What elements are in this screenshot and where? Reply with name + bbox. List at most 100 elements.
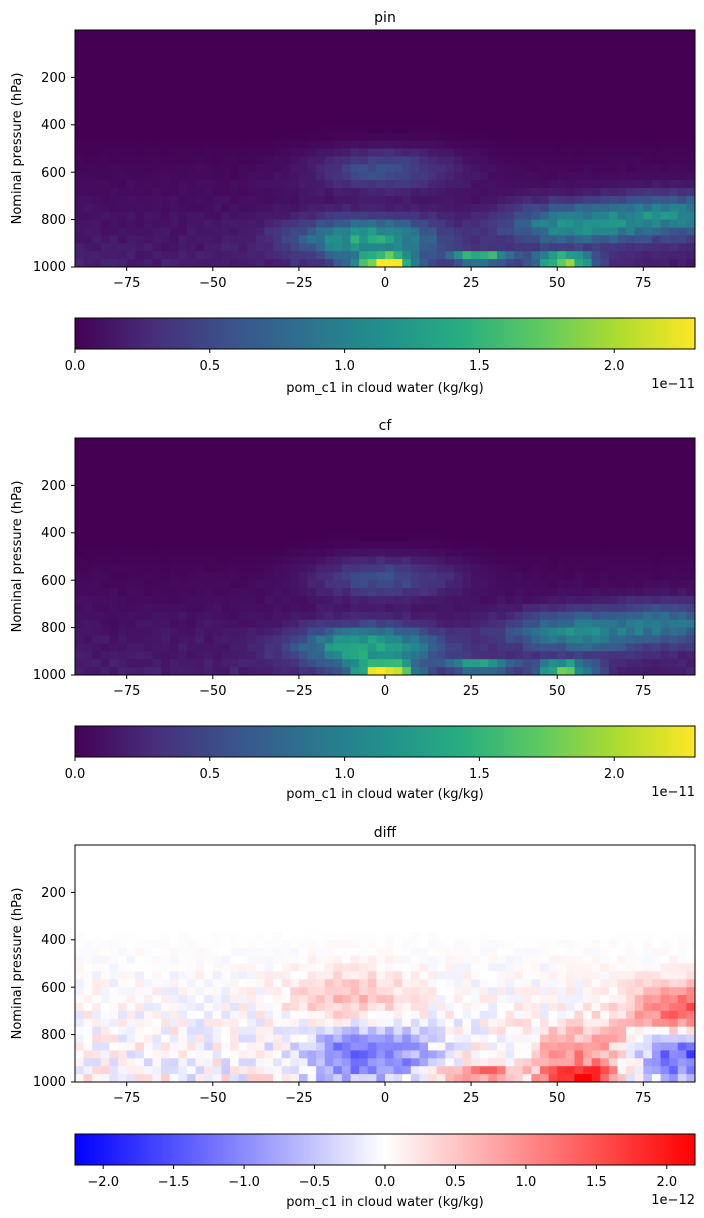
heatmap-cell xyxy=(316,556,326,565)
heatmap-cell xyxy=(221,860,231,870)
heatmap-cell xyxy=(83,501,93,510)
heatmap-cell xyxy=(143,85,153,94)
heatmap-cell xyxy=(247,203,257,213)
heatmap-cell xyxy=(135,77,145,86)
heatmap-cell xyxy=(152,493,162,502)
heatmap-cell xyxy=(195,667,205,676)
heatmap-cell xyxy=(410,852,420,862)
heatmap-cell xyxy=(238,603,248,613)
heatmap-cell xyxy=(496,884,507,893)
heatmap-cell xyxy=(350,235,360,244)
heatmap-cell xyxy=(341,438,352,447)
heatmap-cell xyxy=(221,845,231,854)
heatmap-cell xyxy=(264,30,274,39)
heatmap-cell xyxy=(359,532,369,542)
heatmap-cell xyxy=(204,453,214,463)
heatmap-cell xyxy=(445,61,455,70)
heatmap-cell xyxy=(100,195,110,205)
heatmap-cell xyxy=(100,37,110,47)
heatmap-cell xyxy=(522,116,532,126)
heatmap-cell xyxy=(316,635,326,644)
heatmap-cell xyxy=(273,211,283,221)
heatmap-cell xyxy=(341,868,352,878)
heatmap-cell xyxy=(385,93,395,102)
heatmap-cell xyxy=(221,251,231,260)
heatmap-cell xyxy=(273,156,283,165)
heatmap-cell xyxy=(565,195,575,205)
heatmap-cell xyxy=(126,172,136,181)
heatmap-cell xyxy=(393,461,403,471)
heatmap-cell xyxy=(617,469,627,478)
heatmap-cell xyxy=(419,852,429,862)
heatmap-cell xyxy=(367,852,377,862)
heatmap-cell xyxy=(410,572,420,581)
heatmap-cell xyxy=(195,172,205,181)
heatmap-cell xyxy=(143,564,153,573)
heatmap-cell xyxy=(385,101,395,110)
heatmap-cell xyxy=(178,509,188,518)
heatmap-cell xyxy=(686,580,696,589)
heatmap-cell xyxy=(574,132,584,142)
heatmap-cell xyxy=(488,501,498,510)
heatmap-cell xyxy=(677,438,687,447)
heatmap-cell xyxy=(419,643,429,652)
heatmap-cell xyxy=(608,580,618,589)
heatmap-cell xyxy=(186,485,197,494)
heatmap-cell xyxy=(479,259,489,268)
heatmap-cell xyxy=(660,884,670,893)
heatmap-cell xyxy=(608,493,618,502)
heatmap-cell xyxy=(324,892,334,901)
heatmap-cell xyxy=(230,667,240,676)
heatmap-cell xyxy=(574,860,584,870)
heatmap-cell xyxy=(410,30,420,39)
heatmap-cell xyxy=(548,195,558,205)
heatmap-cell xyxy=(324,493,334,502)
heatmap-cell xyxy=(255,85,265,94)
heatmap-cell xyxy=(178,572,188,581)
heatmap-cell xyxy=(307,45,317,55)
heatmap-cell xyxy=(118,116,128,126)
heatmap-cell xyxy=(169,651,179,660)
heatmap-cell xyxy=(436,892,446,901)
heatmap-cell xyxy=(453,243,463,252)
heatmap-cell xyxy=(634,69,644,78)
heatmap-cell xyxy=(617,580,627,589)
heatmap-cell xyxy=(204,580,214,589)
heatmap-cell xyxy=(669,203,679,213)
heatmap-cell xyxy=(626,132,636,142)
heatmap-cell xyxy=(634,485,644,494)
heatmap-cell xyxy=(522,876,532,885)
heatmap-cell xyxy=(574,619,584,629)
colorbar-tick-label: 0.5 xyxy=(199,767,220,782)
heatmap-cell xyxy=(410,509,420,518)
heatmap-cell xyxy=(273,524,283,534)
heatmap-cell xyxy=(143,667,153,676)
heatmap-cell xyxy=(548,611,558,621)
heatmap-cell xyxy=(548,45,558,55)
heatmap-cell xyxy=(548,243,558,252)
heatmap-cell xyxy=(565,540,575,550)
heatmap-cell xyxy=(298,852,308,862)
heatmap-cell xyxy=(419,132,429,142)
heatmap-cell xyxy=(634,493,644,502)
heatmap-cell xyxy=(496,219,507,228)
heatmap-cell xyxy=(548,635,558,644)
heatmap-cell xyxy=(651,211,662,221)
heatmap-cell xyxy=(204,603,214,613)
heatmap-cell xyxy=(118,892,128,901)
heatmap-cell xyxy=(143,259,153,268)
heatmap-cell xyxy=(531,116,541,126)
heatmap-cell xyxy=(230,259,240,268)
heatmap-cell xyxy=(195,493,205,502)
heatmap-cell xyxy=(126,517,136,526)
heatmap-cell xyxy=(359,195,369,205)
heatmap-cell xyxy=(186,643,197,652)
heatmap-cell xyxy=(445,203,455,213)
heatmap-cell xyxy=(419,85,429,94)
heatmap-cell xyxy=(385,124,395,134)
heatmap-cell xyxy=(471,211,481,221)
heatmap-cell xyxy=(514,53,524,63)
heatmap-cell xyxy=(617,461,627,471)
heatmap-cell xyxy=(660,667,670,676)
heatmap-cell xyxy=(669,611,679,621)
